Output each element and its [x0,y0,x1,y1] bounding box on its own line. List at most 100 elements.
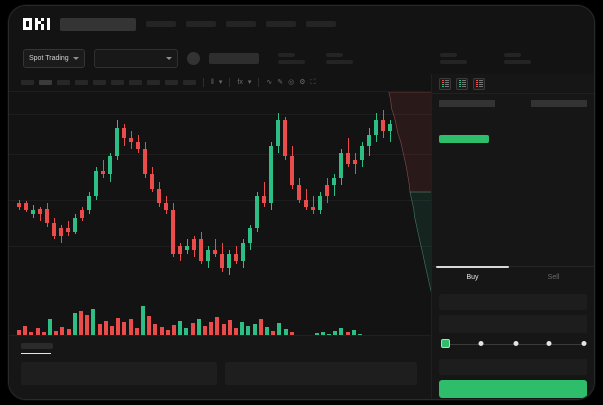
volume-bar [85,315,90,335]
stat-value [440,59,467,64]
volume-bar [258,319,263,335]
total-field[interactable] [439,359,587,375]
volume-bar [147,316,152,335]
line-chart-icon[interactable]: ∿ [266,79,273,86]
stat-label [326,52,343,57]
timeframe-button-1[interactable] [39,80,52,85]
market-subbar: Spot Trading [9,42,594,74]
volume-bar [110,325,114,335]
timeframe-button-0[interactable] [21,80,34,85]
timeframe-button-5[interactable] [111,80,124,85]
okx-logo[interactable] [23,18,50,31]
toolbar-divider [229,78,231,87]
candles-chevron-icon[interactable]: ▾ [218,79,223,86]
nav-item-2[interactable] [226,21,256,27]
settings-icon[interactable]: ⚙ [299,79,306,86]
volume-series [17,302,427,335]
volume-bar [141,306,145,335]
volume-bar [184,327,189,335]
magnet-icon[interactable]: ◎ [288,79,295,86]
timeframe-button-2[interactable] [57,80,70,85]
volume-bar [209,322,214,335]
trade-sidebar: Buy Sell [431,74,594,399]
volume-bar [17,329,21,335]
slider-stop-25[interactable] [478,341,484,346]
volume-bar [153,323,158,335]
toolbar-divider [203,78,204,87]
top-header [9,6,594,42]
tab-sell[interactable]: Sell [547,273,560,281]
toolbar-divider [258,78,260,87]
gridline [9,200,433,201]
avatar [187,51,200,65]
orderbook-mode-both[interactable] [439,77,451,90]
volume-bar [134,327,139,335]
orderbook-left-column [439,100,495,155]
orderbook-mode-sell[interactable] [473,77,485,90]
volume-bar [97,323,102,335]
volume-bar [203,325,207,335]
volume-bar [289,331,294,335]
slider-stop-50[interactable] [513,341,519,346]
timeframe-button-3[interactable] [75,80,88,85]
pencil-icon[interactable]: ✎ [277,79,284,86]
nav-item-4[interactable] [306,21,336,27]
ticker-stat-2 [440,52,467,64]
orderbook-mode-buy[interactable] [456,77,468,90]
orderbook-column-header [439,100,495,107]
pair-select[interactable] [94,48,178,68]
volume-bar [252,323,257,335]
app-screen: Spot Trading [9,6,594,399]
slider-stop-75[interactable] [546,341,552,346]
nav-item-0[interactable] [146,21,176,27]
chevron-down-icon [72,56,79,60]
stat-label [440,52,457,57]
orderbook-last-price [439,135,489,143]
timeframe-button-6[interactable] [129,80,142,85]
price-field[interactable] [439,294,587,310]
volume-bar [246,325,251,335]
ticker-stat-1 [326,52,353,64]
price-chart[interactable] [9,92,433,335]
indicators-chevron-icon[interactable]: ▾ [247,79,252,86]
trading-mode-select[interactable]: Spot Trading [23,48,85,68]
orderbook[interactable] [432,94,594,266]
orders-tab-0[interactable] [21,343,53,354]
ticker-stat-3 [504,52,531,64]
candles-type-icon[interactable]: ‖ [211,79,214,86]
volume-bar [327,334,331,335]
volume-bar [227,320,232,335]
slider-handle[interactable] [441,339,450,348]
slider-track [444,344,582,345]
volume-bar [35,327,40,335]
search-input[interactable] [60,17,136,31]
volume-bar [351,329,356,335]
candlestick-series [17,106,427,286]
nav-item-3[interactable] [266,21,296,27]
submit-buy-button[interactable] [439,380,587,398]
timeframe-button-7[interactable] [147,80,160,85]
orders-placeholder-right [225,362,417,385]
tab-buy[interactable]: Buy [432,265,513,289]
fullscreen-icon[interactable]: ⛶ [310,79,316,86]
slider-stop-100[interactable] [581,341,587,346]
volume-bar [23,325,28,335]
nav-item-1[interactable] [186,21,216,27]
chart-toolbar: ‖ ▾ fx ▾ ∿ ✎ ◎ ⚙ ⛶ [9,74,594,92]
indicators-icon[interactable]: fx [237,79,243,86]
volume-bar [159,326,164,335]
orderbook-spacer [531,135,587,143]
volume-bar [190,323,195,335]
amount-field[interactable] [439,315,587,333]
volume-bar [91,308,96,335]
volume-bar [271,330,276,335]
percent-slider[interactable] [441,339,587,351]
timeframe-button-4[interactable] [93,80,106,85]
depth-chart-overlay [388,92,433,292]
timeframe-button-9[interactable] [183,80,196,85]
order-form [432,288,594,399]
timeframe-button-8[interactable] [165,80,178,85]
volume-bar [165,329,170,335]
volume-bar [277,323,282,335]
orders-panel [9,335,433,399]
